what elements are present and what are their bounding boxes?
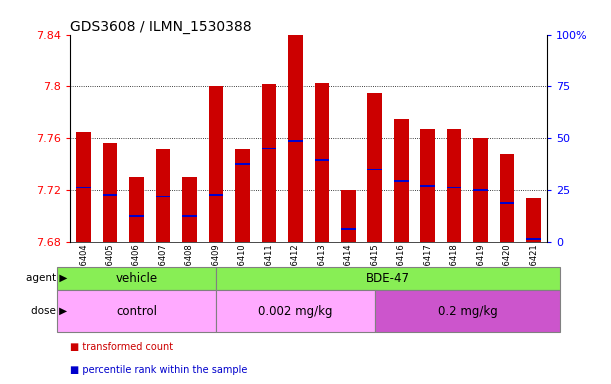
Bar <box>394 119 409 242</box>
Bar <box>182 177 197 242</box>
Bar <box>474 138 488 242</box>
Text: 0.2 mg/kg: 0.2 mg/kg <box>437 305 497 318</box>
Bar <box>526 198 541 242</box>
Bar <box>526 238 541 240</box>
Bar <box>76 187 91 188</box>
Bar <box>57 290 216 332</box>
Text: control: control <box>116 305 157 318</box>
Bar <box>182 215 197 217</box>
Text: BDE-47: BDE-47 <box>366 272 410 285</box>
Bar <box>288 140 302 142</box>
Bar <box>447 187 461 188</box>
Bar <box>156 149 170 242</box>
Bar <box>474 189 488 191</box>
Bar <box>375 290 560 332</box>
Bar <box>208 194 223 196</box>
Text: 0.002 mg/kg: 0.002 mg/kg <box>258 305 332 318</box>
Bar <box>235 163 250 165</box>
Bar <box>315 159 329 161</box>
Bar <box>447 129 461 242</box>
Bar <box>500 202 514 204</box>
Text: ■ percentile rank within the sample: ■ percentile rank within the sample <box>70 365 247 375</box>
Bar <box>216 267 560 290</box>
Bar <box>103 194 117 196</box>
Bar <box>367 169 382 170</box>
Bar <box>500 154 514 242</box>
Bar <box>394 180 409 182</box>
Bar <box>341 190 356 242</box>
Bar <box>103 143 117 242</box>
Bar <box>156 196 170 197</box>
Text: dose ▶: dose ▶ <box>31 306 67 316</box>
Bar <box>262 148 276 149</box>
Text: vehicle: vehicle <box>115 272 158 285</box>
Bar <box>367 93 382 242</box>
Bar <box>129 177 144 242</box>
Bar <box>288 32 302 242</box>
Bar <box>420 185 435 187</box>
Text: GDS3608 / ILMN_1530388: GDS3608 / ILMN_1530388 <box>70 20 252 33</box>
Bar <box>216 290 375 332</box>
Bar <box>315 83 329 242</box>
Bar <box>208 86 223 242</box>
Bar <box>341 228 356 230</box>
Text: agent ▶: agent ▶ <box>26 273 67 283</box>
Bar <box>420 129 435 242</box>
Bar <box>76 132 91 242</box>
Text: ■ transformed count: ■ transformed count <box>70 342 174 352</box>
Bar <box>129 215 144 217</box>
Bar <box>235 149 250 242</box>
Bar <box>57 267 216 290</box>
Bar <box>262 84 276 242</box>
